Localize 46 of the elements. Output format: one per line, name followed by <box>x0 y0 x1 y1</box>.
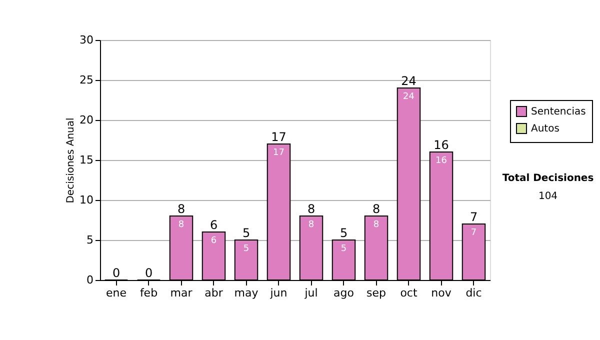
x-tick-label: abr <box>204 286 224 300</box>
x-tick-label: may <box>234 286 259 300</box>
data-label: 8 <box>308 220 314 230</box>
data-label: 6 <box>210 236 217 246</box>
x-tick-label: jun <box>269 286 288 300</box>
y-tick-label: 25 <box>80 74 94 86</box>
total-label: 0 <box>144 266 153 280</box>
total-label: 7 <box>470 210 478 224</box>
y-axis-title: Decisiones Anual <box>66 118 77 204</box>
total-label: 5 <box>340 226 348 240</box>
data-label: 16 <box>436 156 448 166</box>
y-tick-label: 30 <box>80 34 94 46</box>
y-tick-label: 15 <box>80 154 94 166</box>
x-tick-label: sep <box>366 286 386 300</box>
total-label: 8 <box>372 202 380 216</box>
data-label: 7 <box>470 228 477 238</box>
x-tick-label: nov <box>431 286 452 300</box>
data-label: 17 <box>273 148 284 158</box>
x-tick-label: oct <box>400 286 418 300</box>
total-label: 5 <box>242 226 250 240</box>
text: 104 <box>538 191 558 202</box>
legend-label: Sentencias <box>531 106 586 118</box>
total-label: 8 <box>307 202 316 216</box>
y-tick-label: 10 <box>80 194 94 206</box>
total-label: 0 <box>112 266 120 280</box>
data-label: 24 <box>403 92 415 102</box>
y-tick-label: 0 <box>86 274 94 286</box>
y-tick-label: 20 <box>80 114 94 126</box>
x-tick-label: mar <box>170 286 193 300</box>
data-label: 5 <box>340 244 347 254</box>
text: Total Decisiones <box>502 173 594 184</box>
x-tick-label: jul <box>304 286 318 300</box>
legend-label: Autos <box>531 124 560 134</box>
total-label: 16 <box>434 138 449 152</box>
total-label: 24 <box>401 74 416 88</box>
data-label: 8 <box>373 220 380 230</box>
total-label: 8 <box>177 202 186 216</box>
x-tick-label: ago <box>334 286 354 300</box>
x-tick-label: ene <box>106 286 127 300</box>
data-label: 8 <box>178 220 184 230</box>
x-tick-label: feb <box>140 286 158 300</box>
data-label: 5 <box>243 244 250 254</box>
x-tick-label: dic <box>466 286 482 300</box>
total-label: 6 <box>210 218 218 232</box>
y-tick-label: 5 <box>86 234 94 246</box>
total-label: 17 <box>271 130 286 144</box>
